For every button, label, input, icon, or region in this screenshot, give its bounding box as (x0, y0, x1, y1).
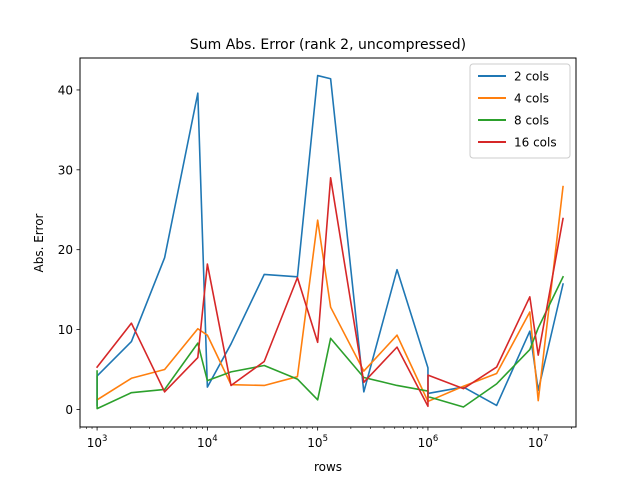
x-tick-label: 106 (418, 434, 439, 450)
series-line-4 (95, 177, 564, 408)
y-tick-label: 30 (58, 163, 73, 177)
x-axis-ticks: 103 104 105 106 107 (79, 427, 572, 450)
legend-entry: 8 cols (514, 114, 549, 128)
y-axis-ticks: 0 10 20 30 40 (58, 83, 80, 417)
y-axis-label: Abs. Error (32, 213, 46, 272)
x-tick-label: 103 (87, 434, 108, 450)
legend: 2 cols 4 cols 8 cols 16 cols (469, 63, 571, 159)
legend-entry: 2 cols (514, 70, 549, 84)
x-tick-label: 104 (197, 434, 218, 450)
legend-box (469, 63, 571, 159)
y-tick-label: 20 (58, 243, 73, 257)
chart-title: Sum Abs. Error (rank 2, uncompressed) (190, 37, 466, 53)
x-tick-label: 107 (528, 434, 549, 450)
plot-frame (79, 57, 577, 428)
legend-entry: 4 cols (514, 92, 549, 106)
legend-entry: 16 cols (514, 136, 557, 150)
y-tick-label: 10 (58, 323, 73, 337)
series-line-3 (96, 275, 565, 410)
x-axis-label: rows (314, 460, 342, 474)
plot-lines (95, 74, 565, 410)
series-line-1 (96, 74, 564, 407)
x-tick-label: 105 (307, 434, 328, 450)
y-tick-label: 0 (65, 403, 73, 417)
y-tick-label: 40 (58, 83, 73, 97)
